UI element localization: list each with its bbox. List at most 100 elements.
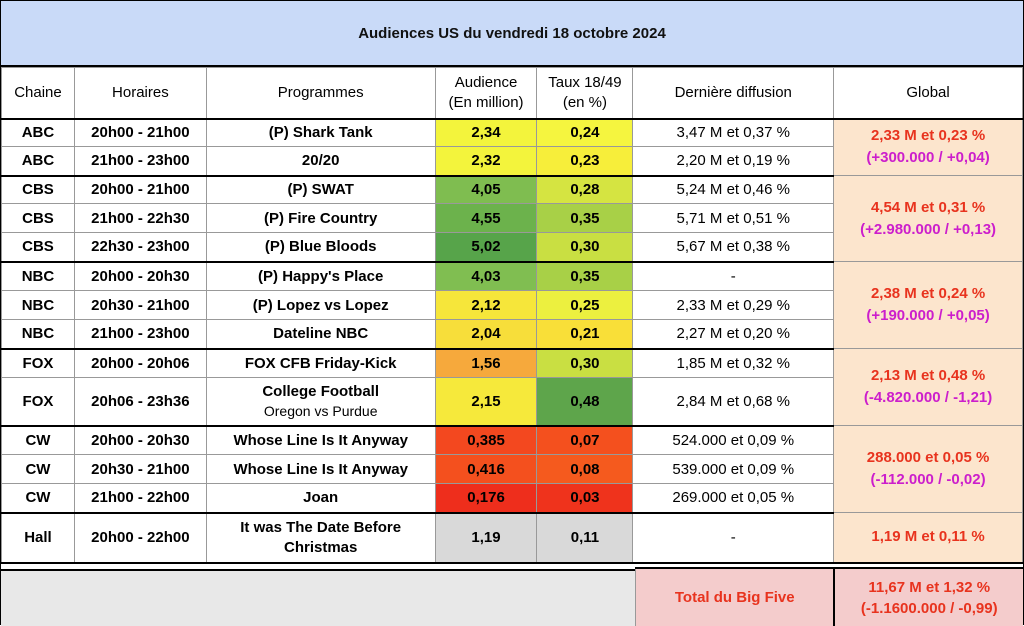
cell-derniere: 2,20 M et 0,19 % [632, 146, 835, 177]
footer-label: Total du Big Five [635, 569, 834, 626]
cell-global-cbs: 4,54 M et 0,31 % (+2.980.000 / +0,13) [833, 175, 1023, 262]
cell-horaires: 20h00 - 20h30 [73, 425, 207, 455]
cell-taux: 0,21 [536, 319, 634, 350]
cell-taux: 0,35 [536, 261, 634, 291]
cell-derniere: 2,27 M et 0,20 % [632, 319, 835, 350]
cell-chaine: FOX [1, 348, 75, 378]
cell-chaine: CW [1, 454, 75, 484]
cell-chaine: CBS [1, 232, 75, 263]
cell-horaires: 21h00 - 23h00 [73, 319, 207, 350]
cell-derniere: 524.000 et 0,09 % [632, 425, 835, 455]
table-row: NBC 20h00 - 20h30 (P) Happy's Place 4,03… [1, 261, 1023, 349]
table-row: ABC 20h00 - 21h00 (P) Shark Tank 2,34 0,… [1, 118, 1023, 176]
cell-chaine: CW [1, 483, 75, 514]
cell-chaine: Hall [1, 512, 75, 564]
cell-audience: 2,15 [434, 377, 538, 427]
cell-programme: Dateline NBC [205, 319, 436, 350]
cell-chaine: NBC [1, 261, 75, 291]
cell-derniere: 2,84 M et 0,68 % [632, 377, 835, 427]
cell-taux: 0,07 [536, 425, 634, 455]
cell-taux: 0,28 [536, 175, 634, 204]
cell-derniere: - [632, 512, 835, 564]
header-horaires: Horaires [73, 67, 207, 120]
cell-chaine: CBS [1, 175, 75, 204]
cell-programme: Whose Line Is It Anyway [205, 454, 436, 484]
cell-audience: 2,34 [434, 118, 538, 147]
cell-audience: 2,04 [434, 319, 538, 350]
cell-global-cw: 288.000 et 0,05 % (-112.000 / -0,02) [833, 425, 1023, 513]
cell-chaine: CW [1, 425, 75, 455]
footer-total-line1: 11,67 M et 1,32 % [868, 578, 991, 596]
cell-horaires: 21h00 - 22h30 [73, 203, 207, 233]
cell-taux: 0,11 [536, 512, 634, 564]
cell-horaires: 20h30 - 21h00 [73, 454, 207, 484]
cell-audience: 2,12 [434, 290, 538, 320]
cell-taux: 0,35 [536, 203, 634, 233]
cell-global-abc: 2,33 M et 0,23 % (+300.000 / +0,04) [833, 118, 1023, 176]
footer-total-row: Total du Big Five 11,67 M et 1,32 % (-1.… [635, 567, 1023, 626]
cell-chaine: NBC [1, 319, 75, 350]
cell-audience: 1,19 [434, 512, 538, 564]
cell-taux: 0,03 [536, 483, 634, 514]
header-taux: Taux 18/49 (en %) [536, 67, 634, 120]
cell-horaires: 21h00 - 23h00 [73, 146, 207, 177]
table-row: NBC 21h00 - 23h00 Dateline NBC 2,04 0,21… [1, 319, 1023, 350]
cell-programme: FOX CFB Friday-Kick [205, 348, 436, 378]
cell-programme: College Football Oregon vs Purdue [205, 377, 436, 427]
cell-chaine: CBS [1, 203, 75, 233]
cell-audience: 4,05 [434, 175, 538, 204]
cell-horaires: 20h00 - 21h00 [73, 118, 207, 147]
footer-total-line2: (-1.1600.000 / -0,99) [860, 599, 998, 617]
cell-horaires: 20h00 - 22h00 [73, 512, 207, 564]
table-row: FOX 20h06 - 23h36 College Football Oregon… [1, 377, 1023, 427]
cell-taux: 0,24 [536, 118, 634, 147]
cell-programme: 20/20 [205, 146, 436, 177]
header-derniere: Dernière diffusion [632, 67, 835, 120]
cell-programme: Joan [205, 483, 436, 514]
footer-total: 11,67 M et 1,32 % (-1.1600.000 / -0,99) [833, 569, 1023, 626]
cell-horaires: 20h00 - 20h30 [73, 261, 207, 291]
cell-audience: 0,385 [434, 425, 538, 455]
cell-taux: 0,48 [536, 377, 634, 427]
cell-derniere: 539.000 et 0,09 % [632, 454, 835, 484]
table-row: CBS 20h00 - 21h00 (P) SWAT 4,05 0,28 5,2… [1, 175, 1023, 262]
cell-derniere: - [632, 261, 835, 291]
header-programmes: Programmes [205, 67, 436, 120]
cell-taux: 0,30 [536, 348, 634, 378]
header-audience: Audience (En million) [434, 67, 538, 120]
cell-derniere: 5,71 M et 0,51 % [632, 203, 835, 233]
cell-programme: Whose Line Is It Anyway [205, 425, 436, 455]
cell-horaires: 20h00 - 20h06 [73, 348, 207, 378]
cell-derniere: 1,85 M et 0,32 % [632, 348, 835, 378]
cell-audience: 1,56 [434, 348, 538, 378]
header-row: Chaine Horaires Programmes Audience (En m… [1, 67, 1023, 120]
cell-audience: 4,03 [434, 261, 538, 291]
cell-taux: 0,23 [536, 146, 634, 177]
cell-global-fox: 2,13 M et 0,48 % (-4.820.000 / -1,21) [833, 348, 1023, 426]
table-row: FOX 20h00 - 20h06 FOX CFB Friday-Kick 1,… [1, 348, 1023, 426]
cell-programme: (P) Shark Tank [205, 118, 436, 147]
table-row: CBS 22h30 - 23h00 (P) Blue Bloods 5,02 0… [1, 232, 1023, 263]
table-row: NBC 20h30 - 21h00 (P) Lopez vs Lopez 2,1… [1, 290, 1023, 320]
header-global: Global [833, 67, 1023, 120]
cell-chaine: FOX [1, 377, 75, 427]
cell-horaires: 20h06 - 23h36 [73, 377, 207, 427]
cell-audience: 0,416 [434, 454, 538, 484]
footer-blank [1, 569, 635, 626]
cell-programme: (P) SWAT [205, 175, 436, 204]
cell-taux: 0,08 [536, 454, 634, 484]
audience-table: Chaine Horaires Programmes Audience (En m… [1, 67, 1023, 564]
cell-derniere: 3,47 M et 0,37 % [632, 118, 835, 147]
table-row: CW 20h30 - 21h00 Whose Line Is It Anyway… [1, 454, 1023, 484]
cell-global-nbc: 2,38 M et 0,24 % (+190.000 / +0,05) [833, 261, 1023, 349]
cell-audience: 2,32 [434, 146, 538, 177]
cell-taux: 0,30 [536, 232, 634, 263]
cell-audience: 5,02 [434, 232, 538, 263]
cell-chaine: NBC [1, 290, 75, 320]
sheet-title: Audiences US du vendredi 18 octobre 2024 [1, 1, 1023, 67]
cell-derniere: 5,67 M et 0,38 % [632, 232, 835, 263]
cell-horaires: 22h30 - 23h00 [73, 232, 207, 263]
cell-horaires: 20h00 - 21h00 [73, 175, 207, 204]
cell-programme: (P) Happy's Place [205, 261, 436, 291]
cell-audience: 0,176 [434, 483, 538, 514]
